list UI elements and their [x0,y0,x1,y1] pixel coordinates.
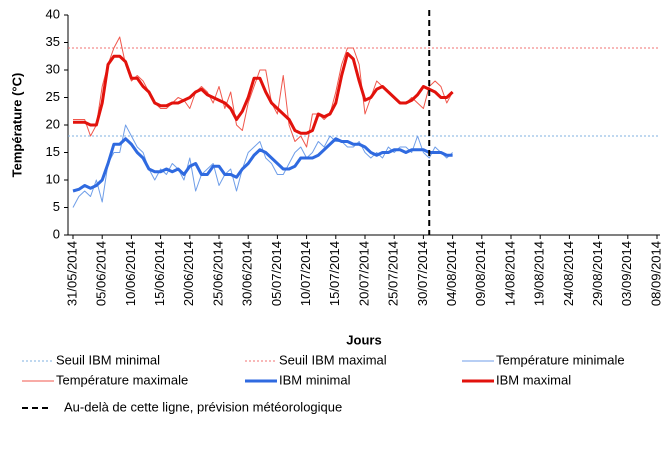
legend-label: Seuil IBM minimal [56,352,160,367]
y-tick-label: 10 [46,171,60,186]
x-tick-label: 30/07/2014 [415,241,430,306]
series-line [73,52,454,135]
x-tick-label: 29/08/2014 [590,241,605,306]
x-tick-label: 20/07/2014 [356,241,371,306]
x-axis-title: Jours [346,332,381,347]
legend-label: Seuil IBM maximal [279,352,387,367]
y-tick-label: 15 [46,144,60,159]
legend-label: IBM maximal [496,372,571,387]
y-tick-label: 35 [46,34,60,49]
x-tick-label: 15/07/2014 [327,241,342,306]
x-tick-label: 19/08/2014 [532,241,547,306]
y-tick-label: 25 [46,89,60,104]
x-tick-label: 30/06/2014 [240,241,255,306]
series-line [72,124,453,208]
x-tick-label: 09/08/2014 [473,241,488,306]
legend-label: IBM minimal [279,372,351,387]
y-tick-label: 0 [53,226,60,241]
x-tick-label: 25/06/2014 [210,241,225,306]
x-tick-label: 10/07/2014 [298,241,313,306]
y-axis-title: Température (°C) [9,73,24,178]
x-tick-label: 04/08/2014 [444,241,459,306]
x-tick-label: 08/09/2014 [648,241,663,306]
y-tick-label: 5 [53,199,60,214]
legend-label: Au-delà de cette ligne, prévision météor… [64,399,342,414]
x-tick-label: 20/06/2014 [181,241,196,306]
x-tick-label: 25/07/2014 [386,241,401,306]
x-tick-label: 31/05/2014 [64,241,79,306]
y-tick-label: 20 [46,116,60,131]
legend-label: Température minimale [496,352,625,367]
x-tick-label: 03/09/2014 [619,241,634,306]
y-tick-label: 40 [46,6,60,21]
x-tick-label: 05/07/2014 [269,241,284,306]
series-line [73,36,454,148]
x-tick-label: 10/06/2014 [123,241,138,306]
x-tick-label: 15/06/2014 [152,241,167,306]
x-tick-label: 05/06/2014 [94,241,109,306]
x-tick-label: 24/08/2014 [561,241,576,306]
series-line [72,137,453,193]
x-tick-label: 14/08/2014 [502,241,517,306]
legend-label: Température maximale [56,372,188,387]
y-tick-label: 30 [46,61,60,76]
